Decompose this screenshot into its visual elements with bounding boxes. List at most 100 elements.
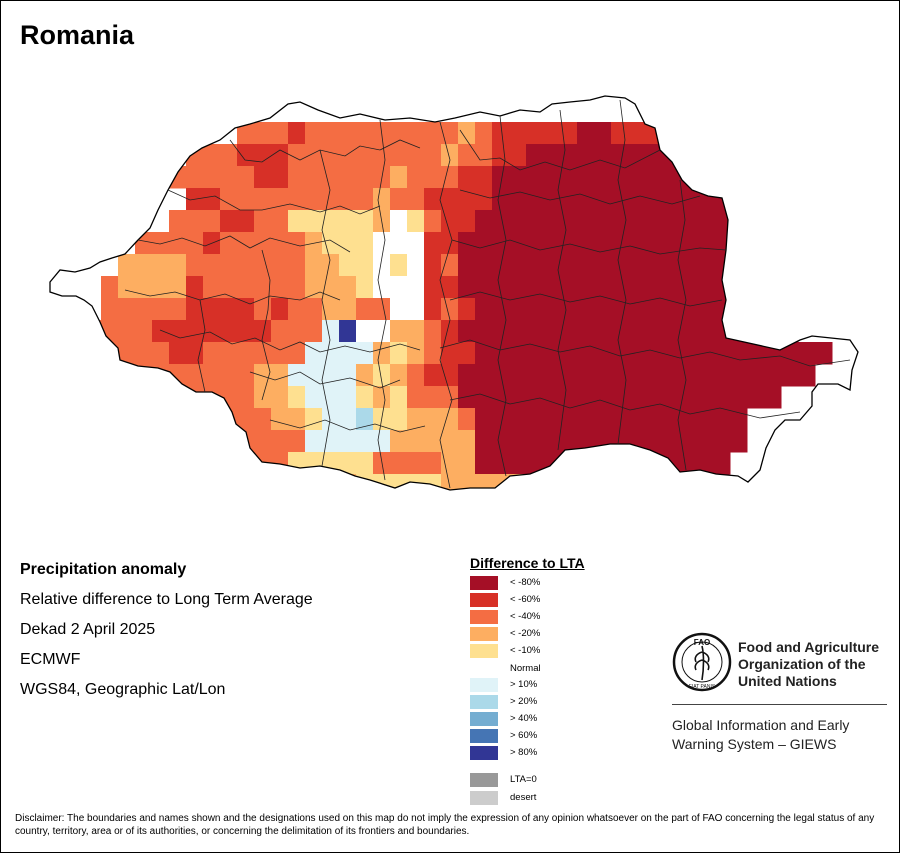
anomaly-cell xyxy=(424,232,442,255)
anomaly-cell xyxy=(509,452,527,475)
anomaly-cell xyxy=(747,276,765,299)
anomaly-cell xyxy=(390,166,408,189)
anomaly-cell xyxy=(458,232,476,255)
anomaly-cell xyxy=(356,276,374,299)
anomaly-cell xyxy=(781,276,799,299)
anomaly-cell xyxy=(458,188,476,211)
anomaly-cell xyxy=(815,342,833,365)
anomaly-cell xyxy=(305,320,323,343)
anomaly-cell xyxy=(424,298,442,321)
anomaly-cell xyxy=(764,386,782,409)
anomaly-cell xyxy=(237,386,255,409)
legend-swatch xyxy=(470,575,498,590)
anomaly-cell xyxy=(118,342,136,365)
anomaly-cell xyxy=(441,386,459,409)
anomaly-cell xyxy=(390,232,408,255)
anomaly-cell xyxy=(509,166,527,189)
anomaly-cell xyxy=(390,210,408,233)
anomaly-cell xyxy=(577,452,595,475)
legend-item: Normal xyxy=(470,661,541,676)
anomaly-cell xyxy=(662,430,680,453)
anomaly-cell xyxy=(135,298,153,321)
anomaly-cell xyxy=(373,430,391,453)
anomaly-cell xyxy=(203,386,221,409)
anomaly-cell xyxy=(645,342,663,365)
anomaly-cell xyxy=(339,188,357,211)
anomaly-cell xyxy=(169,342,187,365)
anomaly-cell xyxy=(169,276,187,299)
anomaly-cell xyxy=(322,408,340,431)
anomaly-cell xyxy=(713,408,731,431)
anomaly-cell xyxy=(390,298,408,321)
disclaimer-text: Disclaimer: The boundaries and names sho… xyxy=(15,813,875,837)
anomaly-cell xyxy=(322,122,340,145)
anomaly-cell xyxy=(475,386,493,409)
anomaly-cell xyxy=(628,210,646,233)
anomaly-cell xyxy=(407,210,425,233)
anomaly-cell xyxy=(764,342,782,365)
anomaly-cell xyxy=(543,166,561,189)
anomaly-cell xyxy=(662,364,680,387)
anomaly-cell xyxy=(390,386,408,409)
anomaly-cell xyxy=(305,122,323,145)
anomaly-cell xyxy=(424,320,442,343)
anomaly-cell xyxy=(696,188,714,211)
anomaly-cell xyxy=(288,320,306,343)
anomaly-cell xyxy=(305,430,323,453)
anomaly-cell xyxy=(305,144,323,167)
anomaly-cell xyxy=(492,232,510,255)
anomaly-cell xyxy=(237,210,255,233)
anomaly-cell xyxy=(662,342,680,365)
anomaly-cell xyxy=(628,342,646,365)
anomaly-cell xyxy=(662,210,680,233)
anomaly-cell xyxy=(781,232,799,255)
legend-swatch xyxy=(470,728,498,743)
giews-system-name: Global Information and Early Warning Sys… xyxy=(672,716,849,754)
anomaly-cell xyxy=(305,210,323,233)
anomaly-cell xyxy=(424,166,442,189)
anomaly-cell xyxy=(203,254,221,277)
anomaly-cell xyxy=(424,386,442,409)
anomaly-cell xyxy=(373,276,391,299)
anomaly-cell xyxy=(288,210,306,233)
anomaly-cell xyxy=(696,386,714,409)
anomaly-cell xyxy=(645,166,663,189)
anomaly-cell xyxy=(645,144,663,167)
anomaly-cell xyxy=(339,474,357,490)
anomaly-cell xyxy=(543,232,561,255)
anomaly-cell xyxy=(356,342,374,365)
anomaly-cell xyxy=(390,320,408,343)
anomaly-cell xyxy=(271,254,289,277)
anomaly-cell xyxy=(220,430,238,453)
anomaly-cell xyxy=(713,320,731,343)
anomaly-cell xyxy=(339,430,357,453)
anomaly-cell xyxy=(645,298,663,321)
anomaly-cell xyxy=(696,298,714,321)
anomaly-cell xyxy=(424,430,442,453)
anomaly-cell xyxy=(713,210,731,233)
anomaly-cell xyxy=(152,232,170,255)
anomaly-cell xyxy=(492,452,510,475)
anomaly-cell xyxy=(730,342,748,365)
anomaly-cell xyxy=(679,210,697,233)
anomaly-cell xyxy=(543,254,561,277)
anomaly-cell xyxy=(424,276,442,299)
anomaly-cell xyxy=(713,364,731,387)
anomaly-cell xyxy=(594,386,612,409)
anomaly-cell xyxy=(526,144,544,167)
anomaly-cell xyxy=(645,430,663,453)
map-title: Romania xyxy=(20,20,135,50)
anomaly-cell xyxy=(747,166,765,189)
anomaly-cell xyxy=(611,144,629,167)
anomaly-cell xyxy=(475,298,493,321)
anomaly-cell xyxy=(322,474,340,490)
anomaly-cell xyxy=(271,364,289,387)
anomaly-cell xyxy=(560,122,578,145)
anomaly-cell xyxy=(322,342,340,365)
anomaly-cell xyxy=(730,232,748,255)
anomaly-cell xyxy=(322,430,340,453)
legend-swatch xyxy=(470,661,498,676)
anomaly-cell xyxy=(237,364,255,387)
anomaly-cell xyxy=(322,298,340,321)
anomaly-cell xyxy=(645,408,663,431)
